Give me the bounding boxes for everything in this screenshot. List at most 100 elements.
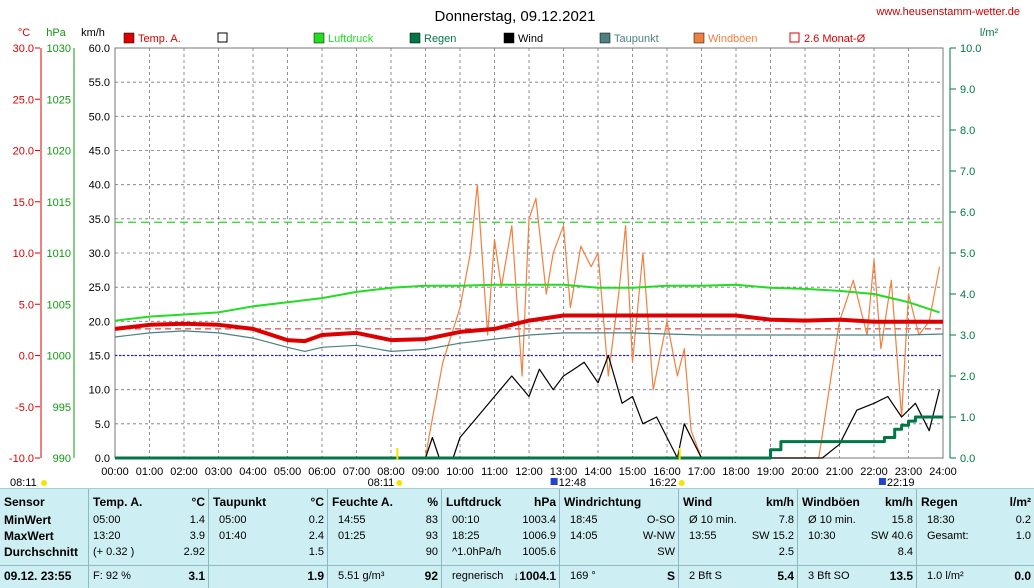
temp-tick-label: 0.0 xyxy=(19,351,34,363)
time-tick-label: 22:00 xyxy=(860,466,888,478)
unit-speed: km/h xyxy=(81,27,105,39)
sun-icon xyxy=(41,480,47,486)
cell-label: regnerisch xyxy=(452,570,504,582)
summary-column: Feuchte A.% 14:55 83 01:25 93 90 5.51 g/m³ 92 xyxy=(327,489,442,588)
cell-label: 169 ° xyxy=(570,570,596,582)
row-label: Durchschnitt xyxy=(4,545,79,559)
cell-label: 1.0 l/m² xyxy=(927,570,964,582)
moonrise-icon xyxy=(550,478,558,485)
cell-value: 93 xyxy=(425,530,438,542)
time-tick-label: 04:00 xyxy=(239,466,267,478)
legend-label: Wind xyxy=(518,33,543,45)
cell-label: Ø 10 min. xyxy=(689,514,737,526)
website-link[interactable]: www.heusenstamm-wetter.de xyxy=(875,6,1020,18)
speed-tick-label: 15.0 xyxy=(89,351,110,363)
cell-label: 2 Bft S xyxy=(689,570,723,582)
temp-tick-label: 25.0 xyxy=(13,94,34,106)
time-tick-label: 02:00 xyxy=(170,466,198,478)
row-label: MaxWert xyxy=(4,529,54,543)
speed-tick-label: 25.0 xyxy=(89,282,110,294)
chart-axes: 30.0 25.0 20.0 15.0 10.0 5.0 0.0 -5.0 -10.0 1030 1… xyxy=(9,43,982,478)
unit-temp: °C xyxy=(18,27,30,39)
temp-tick-label: 10.0 xyxy=(13,248,34,260)
time-tick-label: 08:00 xyxy=(377,466,405,478)
time-tick-label: 05:00 xyxy=(274,466,302,478)
cell-value: 1.9 xyxy=(307,569,324,583)
rain-tick-label: 2.0 xyxy=(960,371,975,383)
row-label: 09.12. 23:55 xyxy=(4,569,72,583)
cell-value: ↓1004.1 xyxy=(513,569,556,583)
summary-panel: Sensor MinWert MaxWert Durchschnitt 09.1… xyxy=(0,488,1034,588)
cell-value: 1005.6 xyxy=(522,546,556,558)
series-line-windb-en xyxy=(424,184,941,459)
cell-value: 1.5 xyxy=(308,546,324,558)
time-tick-label: 21:00 xyxy=(826,466,854,478)
cell-value: S xyxy=(666,569,675,583)
cell-value: 1003.4 xyxy=(522,514,556,526)
cell-label: 01:25 xyxy=(338,530,366,542)
cell-label: 18:25 xyxy=(452,530,480,542)
summary-column: Luftdruck hPa 00:10 1003.4 18:25 1006.9 ^1.0hP… xyxy=(441,489,560,588)
legend-swatch xyxy=(409,32,421,44)
time-tick-label: 09:00 xyxy=(412,466,440,478)
sunset-icon xyxy=(678,480,685,486)
rain-tick-label: 4.0 xyxy=(960,289,975,301)
legend-label: Regen xyxy=(424,33,456,45)
legend-label: 2.6 Monat-Ø xyxy=(804,33,866,45)
cell-value: 83 xyxy=(425,514,438,526)
legend-swatch xyxy=(599,32,611,44)
column-title: Wind xyxy=(683,495,713,509)
summary-column: Windrichtung 18:45 O-SO 14:05 W-NW SW 169 ° S xyxy=(559,489,679,588)
temp-tick-label: -10.0 xyxy=(9,453,34,465)
time-tick-label: 07:00 xyxy=(343,466,371,478)
legend-swatch xyxy=(123,32,135,44)
summary-column: Taupunkt °C 05:00 0.2 01:40 2.4 1.5 1.9 xyxy=(208,489,328,588)
column-title: Feuchte A. xyxy=(332,495,393,509)
chart-grid xyxy=(114,47,944,459)
summary-column: Wind km/h Ø 10 min. 7.8 13:55 SW 15.2 2.5 2 Bft… xyxy=(678,489,798,588)
cell-value: 2.92 xyxy=(183,546,205,558)
time-tick-label: 20:00 xyxy=(791,466,819,478)
sunset-label: 16:22 xyxy=(649,477,677,488)
time-tick-label: 11:00 xyxy=(481,466,508,478)
row-labels-column: Sensor MinWert MaxWert Durchschnitt 09.1… xyxy=(0,489,88,588)
cell-value: W-NW xyxy=(642,530,675,542)
legend-swatch xyxy=(313,32,325,44)
pressure-tick-label: 1030 xyxy=(47,43,71,55)
weather-chart: Donnerstag, 09.12.2021 www.heusenstamm-w… xyxy=(8,6,1020,488)
speed-tick-label: 20.0 xyxy=(89,316,110,328)
moonrise-label: 12:48 xyxy=(559,477,587,488)
cell-value: 3.9 xyxy=(189,530,205,542)
time-tick-label: 17:00 xyxy=(688,466,716,478)
time-tick-label: 24:00 xyxy=(929,466,957,478)
column-title: Regen xyxy=(921,495,958,509)
pressure-tick-label: 1015 xyxy=(47,197,71,209)
cell-value: 3.1 xyxy=(188,569,205,583)
pressure-tick-label: 1000 xyxy=(47,351,71,363)
speed-tick-label: 60.0 xyxy=(89,43,110,55)
time-tick-label: 16:00 xyxy=(653,466,681,478)
column-unit: % xyxy=(427,495,438,509)
rain-tick-label: 1.0 xyxy=(960,412,975,424)
rain-tick-label: 7.0 xyxy=(960,166,975,178)
cell-value: 13.5 xyxy=(889,569,913,583)
cell-value: 15.8 xyxy=(891,514,913,526)
cell-value: SW 15.2 xyxy=(751,530,794,542)
time-markers: 08:11 08:11 16:22 12:48 22:19 xyxy=(10,448,914,488)
column-unit: km/h xyxy=(765,495,794,509)
cell-label: 05:00 xyxy=(93,514,121,526)
moonset-label: 22:19 xyxy=(887,477,915,488)
chart-title: Donnerstag, 09.12.2021 xyxy=(435,8,596,25)
time-tick-label: 03:00 xyxy=(205,466,233,478)
legend-label: Windböen xyxy=(708,33,758,45)
cell-label: 05:00 xyxy=(219,514,247,526)
speed-tick-label: 0.0 xyxy=(95,453,110,465)
chart-series xyxy=(114,184,944,460)
cell-label: 14:55 xyxy=(338,514,366,526)
speed-tick-label: 50.0 xyxy=(89,111,110,123)
temp-tick-label: 15.0 xyxy=(13,197,34,209)
cell-value: 90 xyxy=(425,546,438,558)
column-title: Taupunkt xyxy=(213,495,267,509)
legend-swatch xyxy=(217,32,228,43)
legend-label: Temp. A. xyxy=(138,33,181,45)
